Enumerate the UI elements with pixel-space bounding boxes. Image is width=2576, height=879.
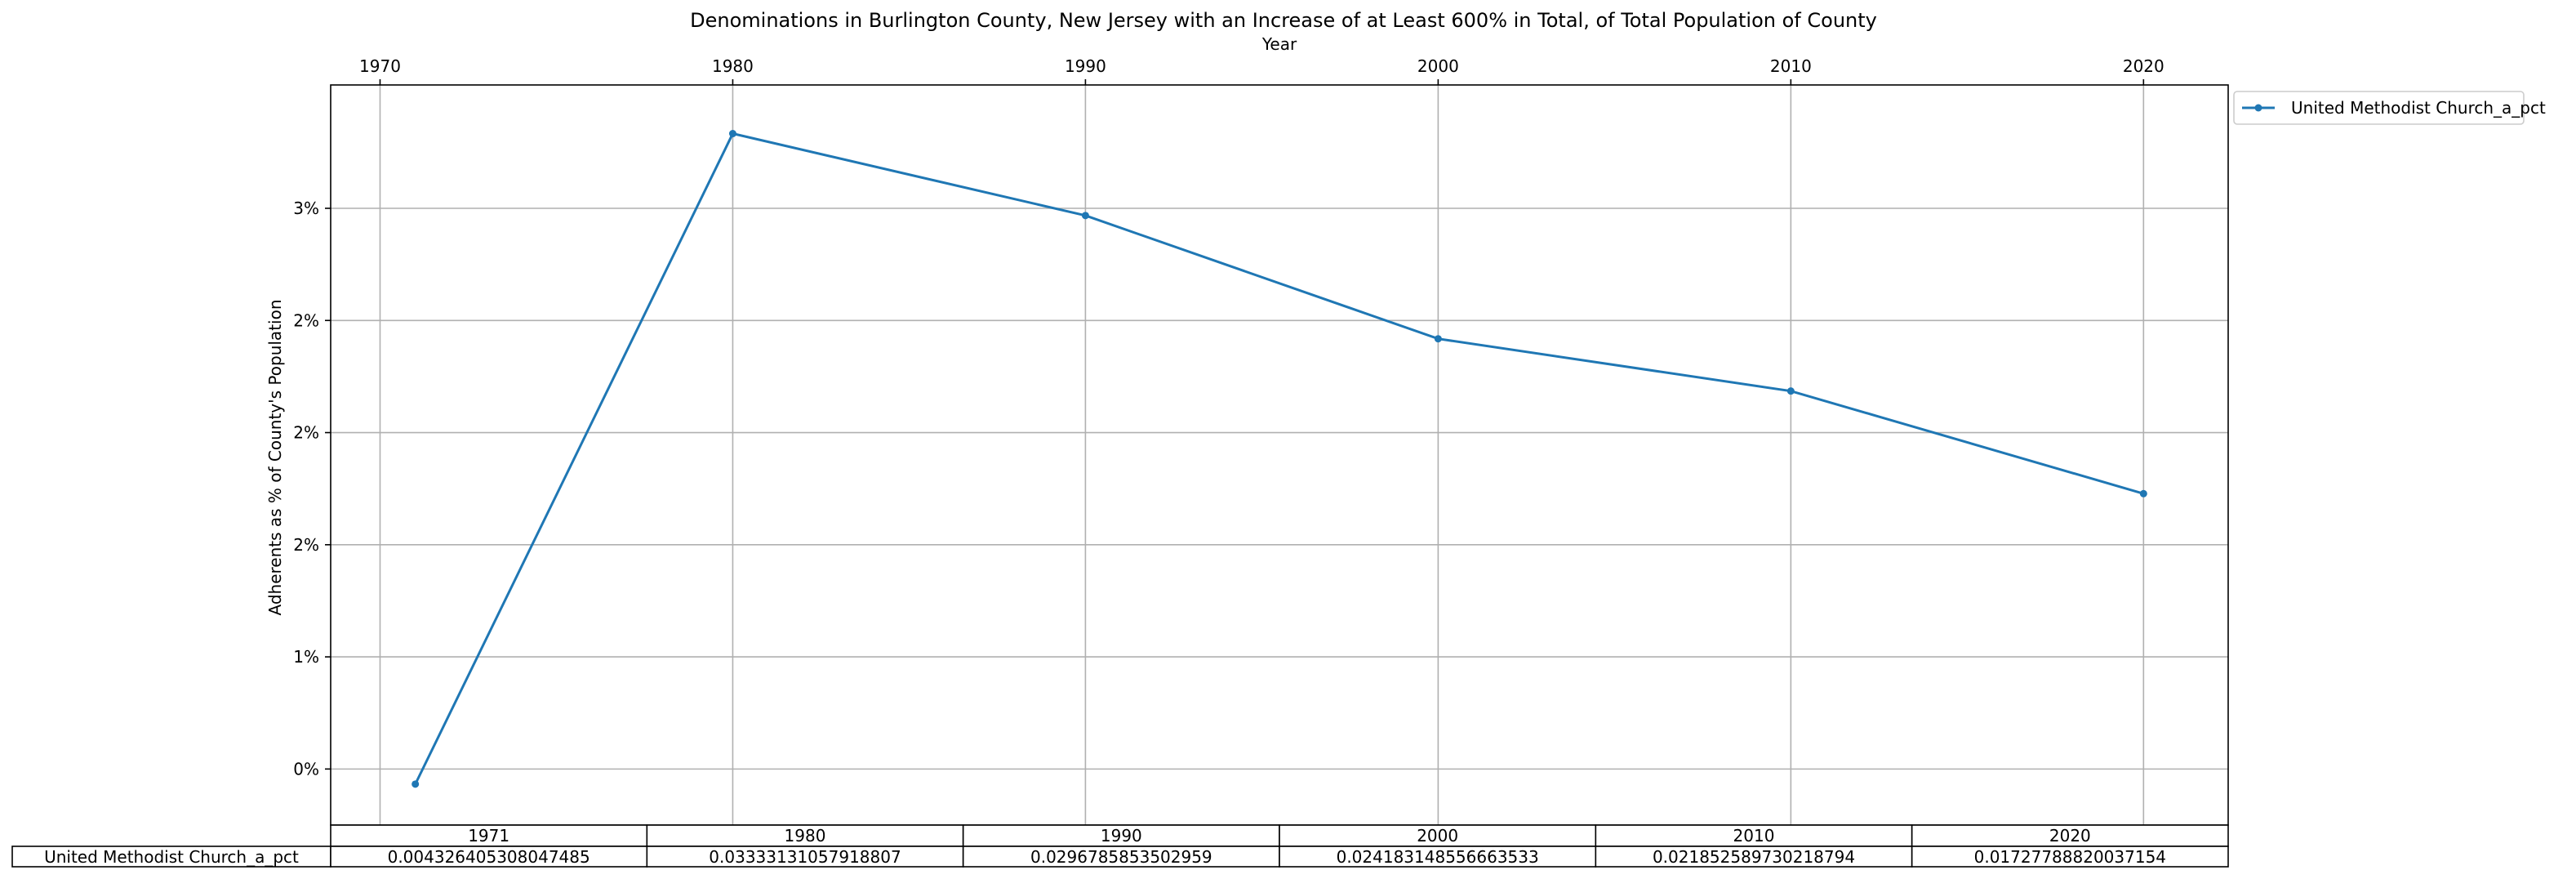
table-header-label: 2010: [1733, 826, 1775, 846]
table-cell: [962, 846, 1280, 868]
x-tick-label: 1980: [712, 56, 754, 76]
table-cell-value: 0.01727788820037154: [1974, 847, 2166, 867]
table-header-label: 2000: [1417, 826, 1458, 846]
table-cell-value: 0.03333131057918807: [709, 847, 901, 867]
y-tick-label: 2%: [293, 423, 319, 443]
series-line: [414, 132, 2144, 785]
x-tick-label: 2010: [1770, 56, 1812, 76]
table-header-label: 1971: [468, 826, 509, 846]
data-point: [1081, 212, 1089, 220]
legend-marker: [2254, 104, 2262, 112]
table-cell-value: 0.004326405308047485: [388, 847, 590, 867]
table-cell: [1279, 846, 1597, 868]
legend-label: United Methodist Church_a_pct: [2291, 98, 2546, 118]
y-tick-label: 2%: [293, 310, 319, 330]
legend-box: [2233, 91, 2525, 125]
data-table: 1971 1980 1990 2000 2010 2020 United Methodist…: [11, 824, 2229, 868]
x-axis-label: Year: [1261, 34, 1297, 54]
table-cell: [330, 846, 648, 868]
y-tick-label: 2%: [293, 535, 319, 555]
y-axis-label: Adherents as % of County's Population: [265, 299, 285, 615]
y-axis-ticks: 0% 1% 2% 2% 2% 3%: [293, 199, 331, 779]
table-cell: [1911, 846, 2229, 868]
x-tick-label: 2000: [1417, 56, 1459, 76]
table-cell-value: 0.0296785853502959: [1030, 847, 1212, 867]
table-cell-value: 0.024183148556663533: [1337, 847, 1539, 867]
x-tick-label: 1990: [1065, 56, 1106, 76]
series-lines: [412, 130, 2147, 788]
table-cell: [646, 846, 964, 868]
y-tick-label: 1%: [293, 647, 319, 667]
data-point: [412, 780, 420, 788]
legend: United Methodist Church_a_pct: [2233, 91, 2546, 125]
data-point: [1434, 335, 1442, 343]
y-tick-label: 3%: [293, 199, 319, 218]
table-cell-value: 0.021852589730218794: [1653, 847, 1855, 867]
y-tick-label: 0%: [293, 759, 319, 779]
plot-frame: [330, 84, 2229, 826]
x-tick-label: 1970: [359, 56, 401, 76]
x-tick-label: 2020: [2123, 56, 2164, 76]
table-header-label: 2020: [2049, 826, 2091, 846]
table-header-label: 1980: [785, 826, 826, 846]
grid-lines: [331, 85, 2228, 825]
table-header-cell: [330, 824, 648, 847]
table-header-cell: [1911, 824, 2229, 847]
chart-title: Denominations in Burlington County, New …: [690, 9, 1877, 32]
data-point: [2139, 489, 2147, 498]
table-header-label: 1990: [1101, 826, 1142, 846]
table-row-label: United Methodist Church_a_pct: [44, 847, 299, 867]
data-point: [728, 130, 736, 138]
x-axis-ticks: 1970 1980 1990 2000 2010 2020: [359, 56, 2164, 85]
data-point: [1786, 387, 1795, 395]
